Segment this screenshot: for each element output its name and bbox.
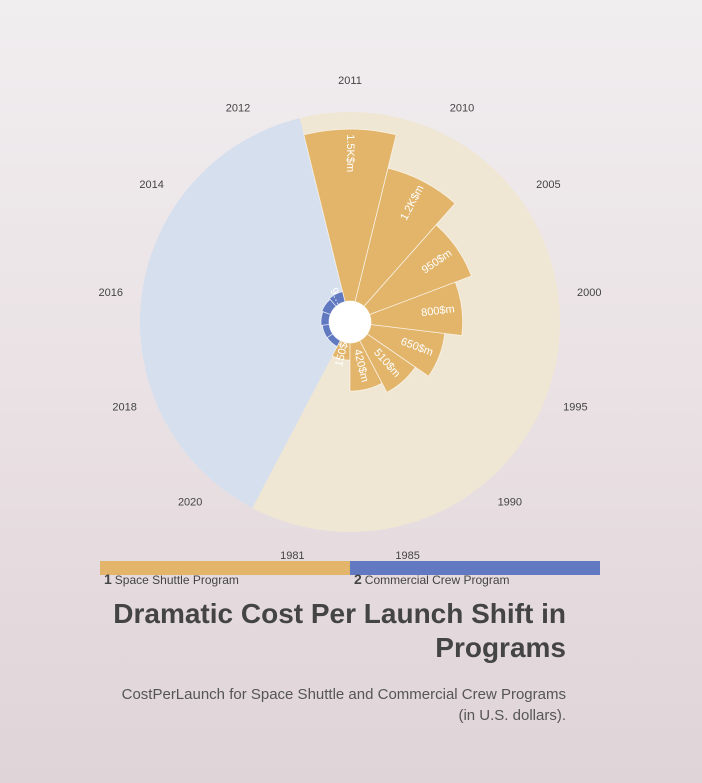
band-commercial-crew	[140, 118, 345, 508]
bar-label-2011: 1.5K$m	[344, 134, 356, 172]
legend-item-space-shuttle: 1 Space Shuttle Program	[104, 571, 239, 587]
bar-2016	[320, 311, 331, 326]
angular-tick-labels: 1981 1985 1990 1995 2000 2005 2010 2011 2012 2014…	[99, 75, 602, 560]
legend-swatch-commercial-crew	[350, 561, 600, 575]
tick-label-1985: 1985	[395, 550, 419, 560]
tick-label-2005: 2005	[536, 179, 560, 191]
tick-label-1995: 1995	[563, 401, 587, 413]
tick-label-2000: 2000	[577, 287, 601, 299]
chart-subtitle: CostPerLaunch for Space Shuttle and Comm…	[121, 686, 566, 724]
bar-2010	[354, 167, 456, 307]
tick-label-2011: 2011	[338, 75, 362, 87]
tick-label-2020: 2020	[178, 496, 202, 508]
legend-label: Space Shuttle Program	[114, 573, 239, 587]
legend-number: 2	[354, 571, 362, 587]
legend-item-commercial-crew: 2 Commercial Crew Program	[354, 571, 510, 587]
legend-label: Commercial Crew Program	[364, 573, 510, 587]
chart-title: Dramatic Cost Per Launch Shift in Progra…	[113, 598, 566, 663]
legend-swatch-space-shuttle	[100, 561, 350, 575]
bar-label-2000: 800$m	[421, 303, 456, 319]
tick-label-1981: 1981	[280, 550, 304, 560]
tick-label-2016: 2016	[99, 287, 123, 299]
tick-label-2014: 2014	[139, 179, 163, 191]
series-bars	[303, 128, 472, 393]
tick-label-1990: 1990	[498, 496, 522, 508]
tick-label-2018: 2018	[112, 401, 136, 413]
tick-label-2010: 2010	[450, 103, 474, 115]
center-hole	[329, 301, 371, 343]
legend-number: 1	[104, 571, 112, 587]
tick-label-2012: 2012	[226, 103, 250, 115]
